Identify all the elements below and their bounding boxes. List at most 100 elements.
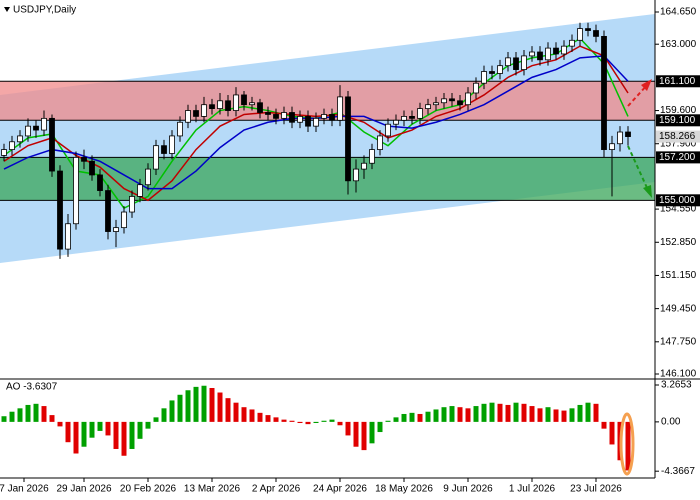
candle-body (481, 71, 487, 84)
title-icon (4, 7, 10, 12)
ao-bar (321, 420, 327, 422)
candle-body (577, 28, 583, 41)
ao-bar (97, 421, 103, 431)
ao-bar (337, 421, 343, 426)
candle-body (449, 98, 455, 102)
ao-bar (473, 406, 479, 422)
ao-bar (169, 400, 175, 422)
candle-body (417, 108, 423, 119)
ao-bar (609, 421, 615, 445)
candle-body (281, 112, 287, 119)
indicator-title: AO -3.6307 (6, 382, 58, 393)
candle-body (65, 223, 71, 250)
candle-body (409, 116, 415, 119)
ao-bar (313, 421, 319, 424)
ao-bar (409, 412, 415, 422)
level-label: 157.200 (659, 152, 696, 163)
candle-body (377, 135, 383, 150)
ao-bar (481, 403, 487, 422)
candle-body (441, 98, 447, 104)
y-tick-label: 147.750 (660, 336, 697, 347)
ao-bar (401, 413, 407, 422)
candle-body (105, 190, 111, 232)
candle-body (593, 30, 599, 37)
level-label-box (656, 151, 700, 164)
candle-body (457, 100, 463, 106)
ao-bar (537, 408, 543, 422)
candle-body (89, 160, 95, 176)
candle-body (1, 149, 7, 156)
level-zone (0, 81, 655, 121)
chart-title: USDJPY,Daily (13, 5, 76, 16)
y-tick-label: -4.3667 (661, 466, 695, 477)
ao-bar (625, 421, 631, 471)
ao-bar (433, 409, 439, 422)
candle-body (217, 100, 223, 109)
candle-body (497, 65, 503, 74)
candle-body (297, 116, 303, 123)
ao-bar (417, 413, 423, 422)
candle-body (393, 119, 399, 125)
x-tick-label: 13 Mar 2026 (184, 484, 241, 495)
ao-bar (569, 408, 575, 422)
candle-body (169, 135, 175, 154)
ao-bar (145, 421, 151, 429)
ao-bar (385, 420, 391, 422)
ao-bar (161, 408, 167, 422)
y-tick-label: 146.100 (660, 369, 697, 380)
candle-body (617, 131, 623, 145)
ao-bar (297, 421, 303, 424)
candle-body (289, 112, 295, 123)
ao-bar (121, 421, 127, 456)
ao-bar (153, 417, 159, 422)
arrow-head (641, 79, 652, 91)
y-tick-label: 163.000 (660, 39, 697, 50)
candle-body (529, 51, 535, 57)
ao-bar (505, 404, 511, 422)
ao-bar (521, 403, 527, 422)
ao-bar (17, 408, 23, 422)
forecast-arrows (627, 79, 652, 198)
ao-bar (329, 419, 335, 422)
ao-bar (177, 394, 183, 422)
candle-body (97, 174, 103, 191)
candle-body (345, 96, 351, 182)
ao-bar (233, 402, 239, 422)
ao-bar (593, 403, 599, 422)
x-tick-label: 20 Feb 2026 (120, 484, 177, 495)
ao-bar (41, 406, 47, 422)
ao-bar (393, 417, 399, 422)
ao-bar (561, 410, 567, 422)
ao-bar (369, 421, 375, 444)
ao-bar (553, 409, 559, 422)
ao-bar (129, 421, 135, 449)
ao-bar (9, 411, 15, 422)
candle-body (257, 102, 263, 113)
highlight-ellipse (619, 412, 635, 476)
ao-bar (65, 421, 71, 443)
x-tick-label: 24 Apr 2026 (313, 484, 367, 495)
ao-bar (89, 421, 95, 438)
candle-body (129, 196, 135, 213)
candle-body (401, 116, 407, 121)
ao-bar (185, 390, 191, 422)
candle-body (57, 170, 63, 250)
ao-bar (361, 421, 367, 451)
x-tick-label: 2 Apr 2026 (252, 484, 301, 495)
ao-bar (305, 421, 311, 425)
ao-bar (49, 415, 55, 422)
y-tick-label: 149.450 (660, 303, 697, 314)
x-tick-label: 9 Jun 2026 (443, 484, 493, 495)
last-price-box (656, 130, 700, 143)
ao-bar (249, 409, 255, 422)
ao-bar (25, 404, 31, 422)
candle-body (625, 131, 631, 137)
candle-body (321, 114, 327, 119)
candle-body (521, 55, 527, 70)
candle-body (73, 156, 79, 225)
ao-bar (425, 411, 431, 422)
candle-body (113, 227, 119, 232)
ao-bar (449, 406, 455, 422)
candle-body (225, 100, 231, 111)
ao-bar (497, 403, 503, 422)
